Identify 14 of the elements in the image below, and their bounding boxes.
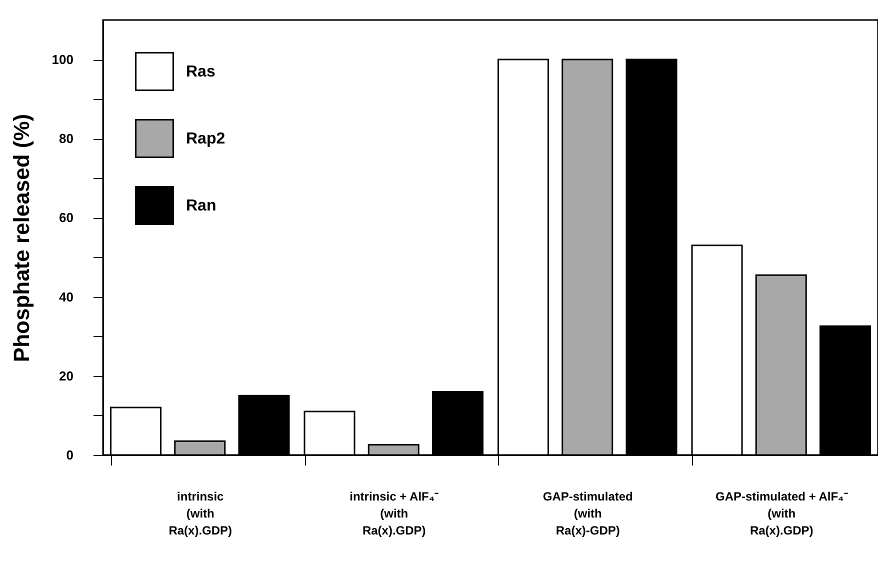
legend-label: Ras [186, 64, 216, 80]
legend-label: Rap2 [186, 130, 226, 148]
y-tick-label: 40 [59, 289, 74, 304]
x-tick-label: GAP-stimulated + AlF₄⁻ (with Ra(x).GDP) [715, 490, 848, 538]
y-tick-label: 100 [52, 52, 74, 68]
x-tick-label: GAP-stimulated (with Ra(x)-GDP) [542, 490, 633, 538]
x-tick-label: intrinsic (with Ra(x).GDP) [168, 490, 232, 538]
y-tick-label: 80 [59, 131, 74, 146]
y-tick-label: 0 [66, 448, 74, 462]
x-tick-label: intrinsic + AlF₄⁻ (with Ra(x).GDP) [350, 490, 439, 538]
legend-label: Ran [186, 198, 216, 214]
y-tick-label: 20 [59, 368, 74, 384]
y-axis-title: Phosphate released (%) [8, 114, 34, 362]
y-tick-label: 60 [59, 210, 74, 226]
